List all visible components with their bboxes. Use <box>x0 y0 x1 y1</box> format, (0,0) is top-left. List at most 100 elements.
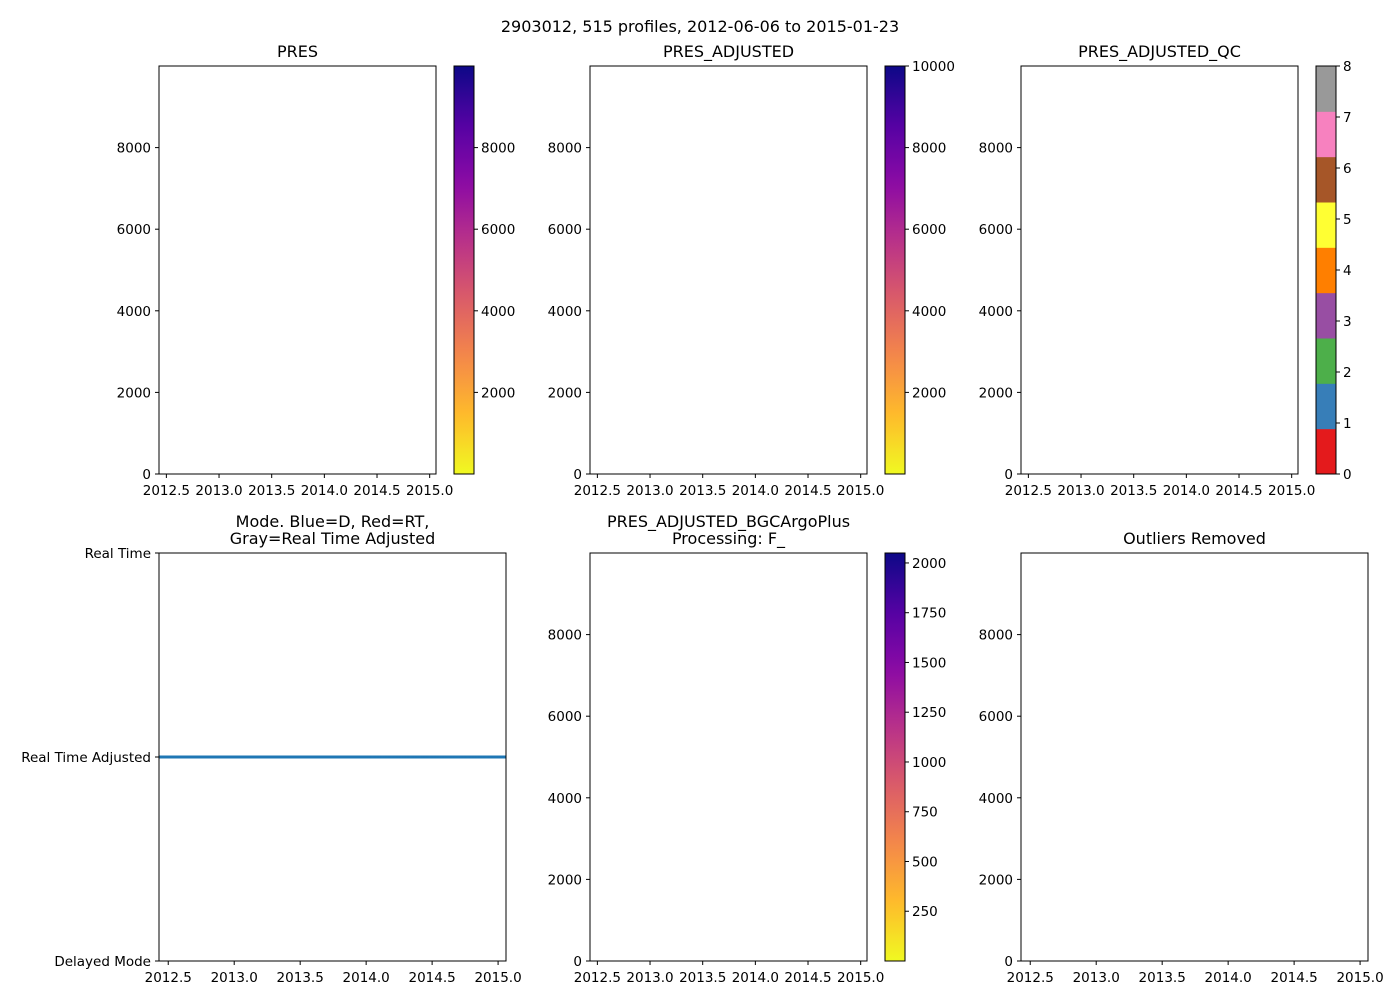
x-tick-label: 2013.0 <box>626 970 673 986</box>
x-tick-label: 2014.5 <box>784 970 831 986</box>
x-tick-label: 2015.0 <box>1268 483 1315 499</box>
mode-point <box>369 755 372 759</box>
x-tick-label: 2013.5 <box>277 970 324 986</box>
colorbar-tick-label: 10000 <box>912 59 955 75</box>
mode-point <box>380 755 383 759</box>
y-tick-label: 0 <box>142 467 151 483</box>
colorbar-swatch <box>1316 338 1336 384</box>
subplot-pres_adjusted: PRES_ADJUSTED 2000 4000 6000 8000 10000 2012.5… <box>548 42 955 499</box>
mode-point <box>439 755 442 759</box>
mode-point <box>391 755 394 759</box>
colorbar-gradient-rect <box>885 553 905 961</box>
x-tick-label: 2014.5 <box>1215 483 1262 499</box>
x-tick-label: 2012.5 <box>1007 970 1054 986</box>
axes-frame <box>158 65 437 475</box>
mode-point <box>424 755 427 759</box>
y-tick-label: 6000 <box>979 709 1013 725</box>
axes-frame <box>1020 65 1299 475</box>
colorbar-swatch <box>1316 383 1336 430</box>
x-tick-label: 2014.0 <box>301 483 348 499</box>
mode-point <box>385 755 388 759</box>
mode-point <box>445 755 448 759</box>
x-tick-label: 2015.0 <box>474 970 521 986</box>
mode-point <box>467 755 470 759</box>
mode-point <box>472 755 475 759</box>
colorbar-tick-label: 8000 <box>481 141 515 157</box>
colorbar: 250 500 750 1000 1250 1500 1750 2000 <box>884 552 946 962</box>
mode-point <box>497 755 500 759</box>
colorbar-tick-label: 750 <box>912 805 938 821</box>
mode-point <box>421 755 424 759</box>
mode-point <box>462 755 465 759</box>
axes-frame <box>1020 552 1369 962</box>
x-tick-label: 2013.0 <box>1057 483 1104 499</box>
x-tick-label: 2013.5 <box>679 483 726 499</box>
colorbar-tick-label: 2000 <box>912 385 946 401</box>
mode-point <box>483 755 486 759</box>
mode-point <box>475 755 478 759</box>
colorbar: 2000 4000 6000 8000 <box>453 65 515 475</box>
y-tick-label: 4000 <box>117 304 151 320</box>
mode-point <box>435 755 438 759</box>
colorbar-frame <box>884 552 906 962</box>
x-tick-label: 2015.0 <box>1336 970 1383 986</box>
x-tick-label: 2013.5 <box>679 970 726 986</box>
y-tick-label: 4000 <box>548 304 582 320</box>
mode-point <box>413 755 416 759</box>
colorbar-swatch <box>1316 247 1336 294</box>
mode-point <box>502 755 505 759</box>
colorbar-tick-label: 1250 <box>912 705 946 721</box>
y-tick-label: 4000 <box>548 791 582 807</box>
mode-point <box>496 755 499 759</box>
mode-point <box>494 755 497 759</box>
y-tick-label: 6000 <box>548 709 582 725</box>
x-tick-label: 2013.5 <box>1139 970 1186 986</box>
mode-point <box>446 755 449 759</box>
mode-point <box>386 755 389 759</box>
mode-point <box>416 755 419 759</box>
x-tick-label: 2014.5 <box>353 483 400 499</box>
mode-point <box>408 755 411 759</box>
mode-point <box>377 755 380 759</box>
colorbar-tick-label: 2000 <box>912 556 946 572</box>
y-tick-label: 0 <box>1004 954 1013 970</box>
y-tick-label: Delayed Mode <box>54 954 151 970</box>
subplot-title: Outliers Removed <box>1123 529 1266 548</box>
mode-point <box>440 755 443 759</box>
mode-point <box>500 755 503 759</box>
mode-point <box>429 755 432 759</box>
colorbar-tick-label: 1500 <box>912 655 946 671</box>
colorbar-tick-label: 250 <box>912 904 938 920</box>
mode-point <box>437 755 440 759</box>
y-tick-label: 8000 <box>548 141 582 157</box>
x-tick-label: 2012.5 <box>143 483 190 499</box>
mode-point <box>470 755 473 759</box>
colorbar-tick-label: 500 <box>912 854 938 870</box>
x-tick-label: 2012.5 <box>1005 483 1052 499</box>
y-tick-label: 2000 <box>548 385 582 401</box>
mode-point <box>389 755 392 759</box>
x-tick-label: 2014.5 <box>408 970 455 986</box>
subplot-title: PRES <box>277 42 318 61</box>
mode-point <box>399 755 402 759</box>
colorbar-tick-label: 6 <box>1343 161 1352 177</box>
x-tick-label: 2014.0 <box>732 483 779 499</box>
mode-point <box>370 755 373 759</box>
mode-point <box>382 755 385 759</box>
y-tick-label: 4000 <box>979 304 1013 320</box>
colorbar-swatch <box>1316 66 1336 112</box>
colorbar-tick-label: 1 <box>1343 416 1352 432</box>
x-tick-label: 2015.0 <box>837 483 884 499</box>
mode-point <box>426 755 429 759</box>
y-tick-label: 8000 <box>979 628 1013 644</box>
colorbar-frame <box>453 65 475 475</box>
plot-area <box>159 755 506 759</box>
colorbar-tick-label: 6000 <box>481 222 515 238</box>
mode-point <box>484 755 487 759</box>
y-tick-label: 8000 <box>117 141 151 157</box>
mode-point <box>486 755 489 759</box>
x-tick-label: 2014.0 <box>732 970 779 986</box>
mode-point <box>423 755 426 759</box>
mode-point <box>372 755 375 759</box>
mode-point <box>396 755 399 759</box>
